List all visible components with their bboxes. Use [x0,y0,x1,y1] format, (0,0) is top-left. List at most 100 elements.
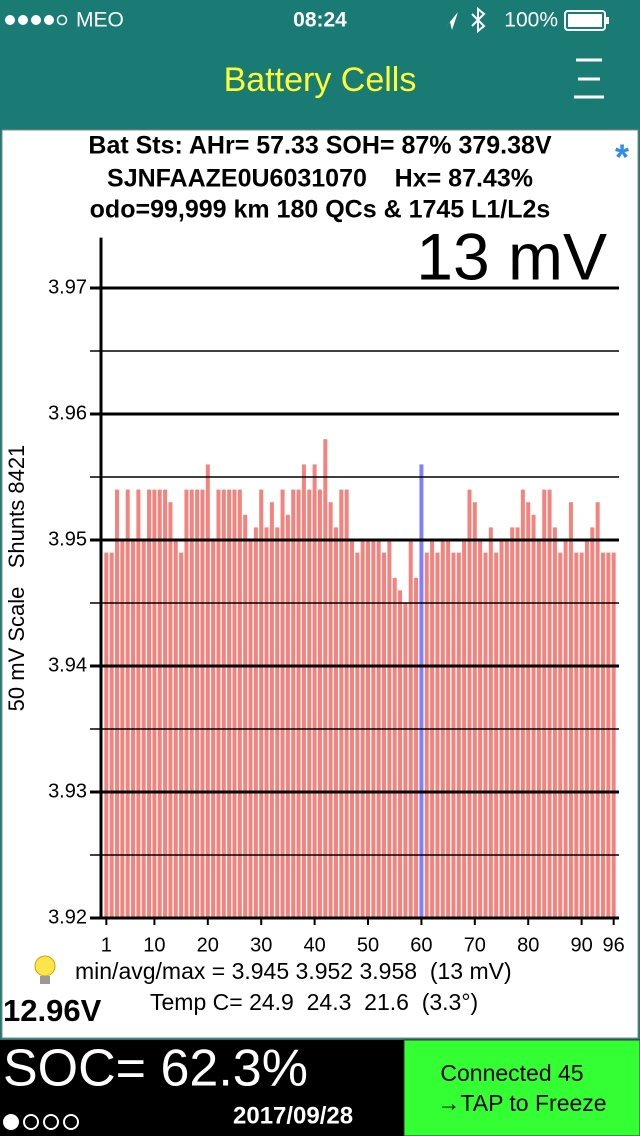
menu-button[interactable] [574,58,604,99]
x-tick-label: 96 [603,934,625,956]
freeze-action[interactable]: →TAP to Freeze [437,1090,606,1116]
bar [542,489,547,918]
bar [243,514,248,918]
y-tick-label: 3.94 [48,654,87,676]
connection-status: Connected 45 [440,1060,583,1086]
bar [291,489,296,918]
bar [296,489,301,918]
plot: 3.92 3.93 3.94 3.95 3.96 3.97 1 10 20 30 40 50 60 70 8… [48,237,625,956]
bar [237,489,242,918]
bar [115,489,120,918]
info-mark[interactable]: * [615,137,629,178]
bar [317,489,322,918]
bar [488,527,493,918]
bar [579,552,584,918]
info-line: odo=99,999 km 180 QCs & 1745 L1/L2s [90,196,551,224]
footer-bar [0,1040,404,1136]
bar [515,527,520,918]
clock: 08:24 [293,9,347,32]
bar [259,489,264,918]
bar [104,552,109,918]
location-icon [445,12,458,30]
bar [189,489,194,918]
bar [184,489,189,918]
bar [558,552,563,918]
bar [333,527,338,918]
x-tick-label: 60 [410,934,432,956]
y-axis-label: 50 mV Scale Shunts 8421 [4,445,29,712]
battery-icon [564,10,609,31]
y-tick-label: 3.93 [48,780,87,802]
info-line: Bat Sts: AHr= 57.33 SOH= 87% 379.38V [88,132,552,160]
bar [510,527,515,918]
bar [152,489,157,918]
bar [227,489,232,918]
bar [323,439,328,918]
freeze-button[interactable] [403,1039,640,1136]
bar [574,552,579,918]
bar [595,502,600,918]
bar [392,577,397,918]
pack-voltage: 12.96V [3,993,102,1028]
x-tick-label: 50 [357,934,379,956]
bar [424,552,429,918]
bar [456,552,461,918]
bar [344,489,349,918]
bar [552,527,557,918]
nav-title: Battery Cells [224,61,417,99]
x-tick-label: 90 [570,934,592,956]
bar [328,502,333,918]
y-tick-label: 3.97 [48,276,87,298]
bar [451,552,456,918]
bar [163,489,168,918]
bar [600,552,605,918]
bar [403,603,408,918]
bar [275,527,280,918]
info-line: SJNFAAZE0U6031070 Hx= 87.43% [107,165,533,193]
bar [205,464,210,918]
carrier: MEO [76,9,124,32]
bar [494,552,499,918]
bar [526,502,531,918]
bar [136,489,141,918]
bar [355,552,360,918]
bar [590,527,595,918]
bar [301,464,306,918]
bar [195,489,200,918]
bluetooth-icon [471,6,486,34]
x-tick-label: 40 [303,934,325,956]
x-tick-label: 10 [143,934,165,956]
stats-temp: Temp C= 24.9 24.3 21.6 (3.3°) [150,989,478,1015]
bar [467,489,472,918]
y-tick-label: 3.96 [48,402,87,424]
x-tick-label: 20 [197,934,219,956]
bar [307,489,312,918]
y-tick-label: 3.92 [48,906,87,928]
bar [147,489,152,918]
x-tick-label: 1 [101,934,112,956]
bar [398,590,403,918]
date: 2017/09/28 [233,1102,353,1129]
bar [157,489,162,918]
bar [264,527,269,918]
bar [125,489,130,918]
page-dots[interactable] [3,1114,79,1130]
bar [280,489,285,918]
bar [568,502,573,918]
bar [221,489,226,918]
bar [472,502,477,918]
bar [253,527,258,918]
bar [269,502,274,918]
bar [419,464,424,918]
bar [232,489,237,918]
x-tick-label: 70 [464,934,486,956]
bar [168,502,173,918]
soc: SOC= 62.3% [3,1040,308,1098]
bar [483,552,488,918]
bar [285,514,290,918]
bar [547,489,552,918]
bar [216,489,221,918]
signal [5,14,68,26]
bar [109,552,114,918]
